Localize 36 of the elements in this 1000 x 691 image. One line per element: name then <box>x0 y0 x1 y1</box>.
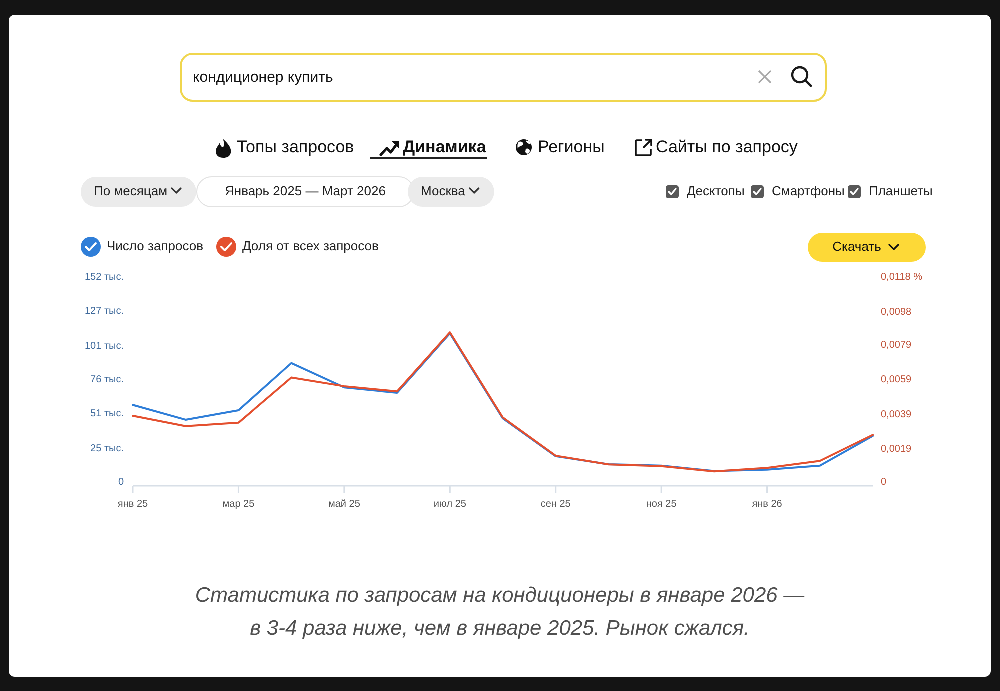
y2-tick-label: 0,0039 <box>881 409 912 420</box>
y2-tick-label: 0,0079 <box>881 340 912 351</box>
y-tick-label: 51 тыс. <box>90 408 124 420</box>
text: Статистика по запросам на кондиционеры в январе 2026 — в 3-4 раза ниже, чем в январе 2025. Рынок сжался. <box>195 584 806 640</box>
search-field: кондиционер купить <box>180 53 827 102</box>
x-tick-label: мар 25 <box>222 499 256 510</box>
text: Десктопы <box>687 183 745 198</box>
text: Сайты по запросу <box>656 137 798 156</box>
y-tick-label: 152 тыс. <box>84 272 124 284</box>
legend-label: Доля от всех запросов <box>242 238 380 254</box>
text: Регионы <box>538 137 605 156</box>
download-button: Скачать <box>808 233 926 262</box>
x-tick-label: сен 25 <box>540 499 572 510</box>
period-dropdown: По месяцам <box>81 177 197 207</box>
text: Топы запросов <box>237 137 354 156</box>
y-tick-label: 0 <box>118 477 124 488</box>
y2-tick-label: 0,0019 <box>881 444 912 456</box>
x-tick-label: июл 25 <box>434 499 467 510</box>
y-tick-label: 101 тыс. <box>84 340 124 352</box>
y-tick-label: 76 тыс. <box>90 374 124 386</box>
y2-tick-label: 0,0059 <box>881 374 912 386</box>
x-tick-label: май 25 <box>328 499 361 510</box>
y2-tick-label: 0 <box>881 477 887 488</box>
y2-tick-label: 0,0118 % <box>881 272 923 284</box>
legend-label: Число запросов <box>107 238 204 254</box>
text: Планшеты <box>869 183 933 198</box>
y2-tick-label: 0,0098 <box>881 306 912 318</box>
y-tick-label: 25 тыс. <box>90 443 124 454</box>
x-tick-label: янв 26 <box>752 499 783 510</box>
date-range-field: Январь 2025 — Март 2026 <box>196 176 414 208</box>
text: Динамика <box>403 137 487 156</box>
x-tick-label: ноя 25 <box>646 499 678 510</box>
text: Смартфоны <box>772 183 845 198</box>
city-dropdown: Москва <box>408 177 494 207</box>
x-tick-label: янв 25 <box>118 499 149 510</box>
y-tick-label: 127 тыс. <box>84 306 124 317</box>
